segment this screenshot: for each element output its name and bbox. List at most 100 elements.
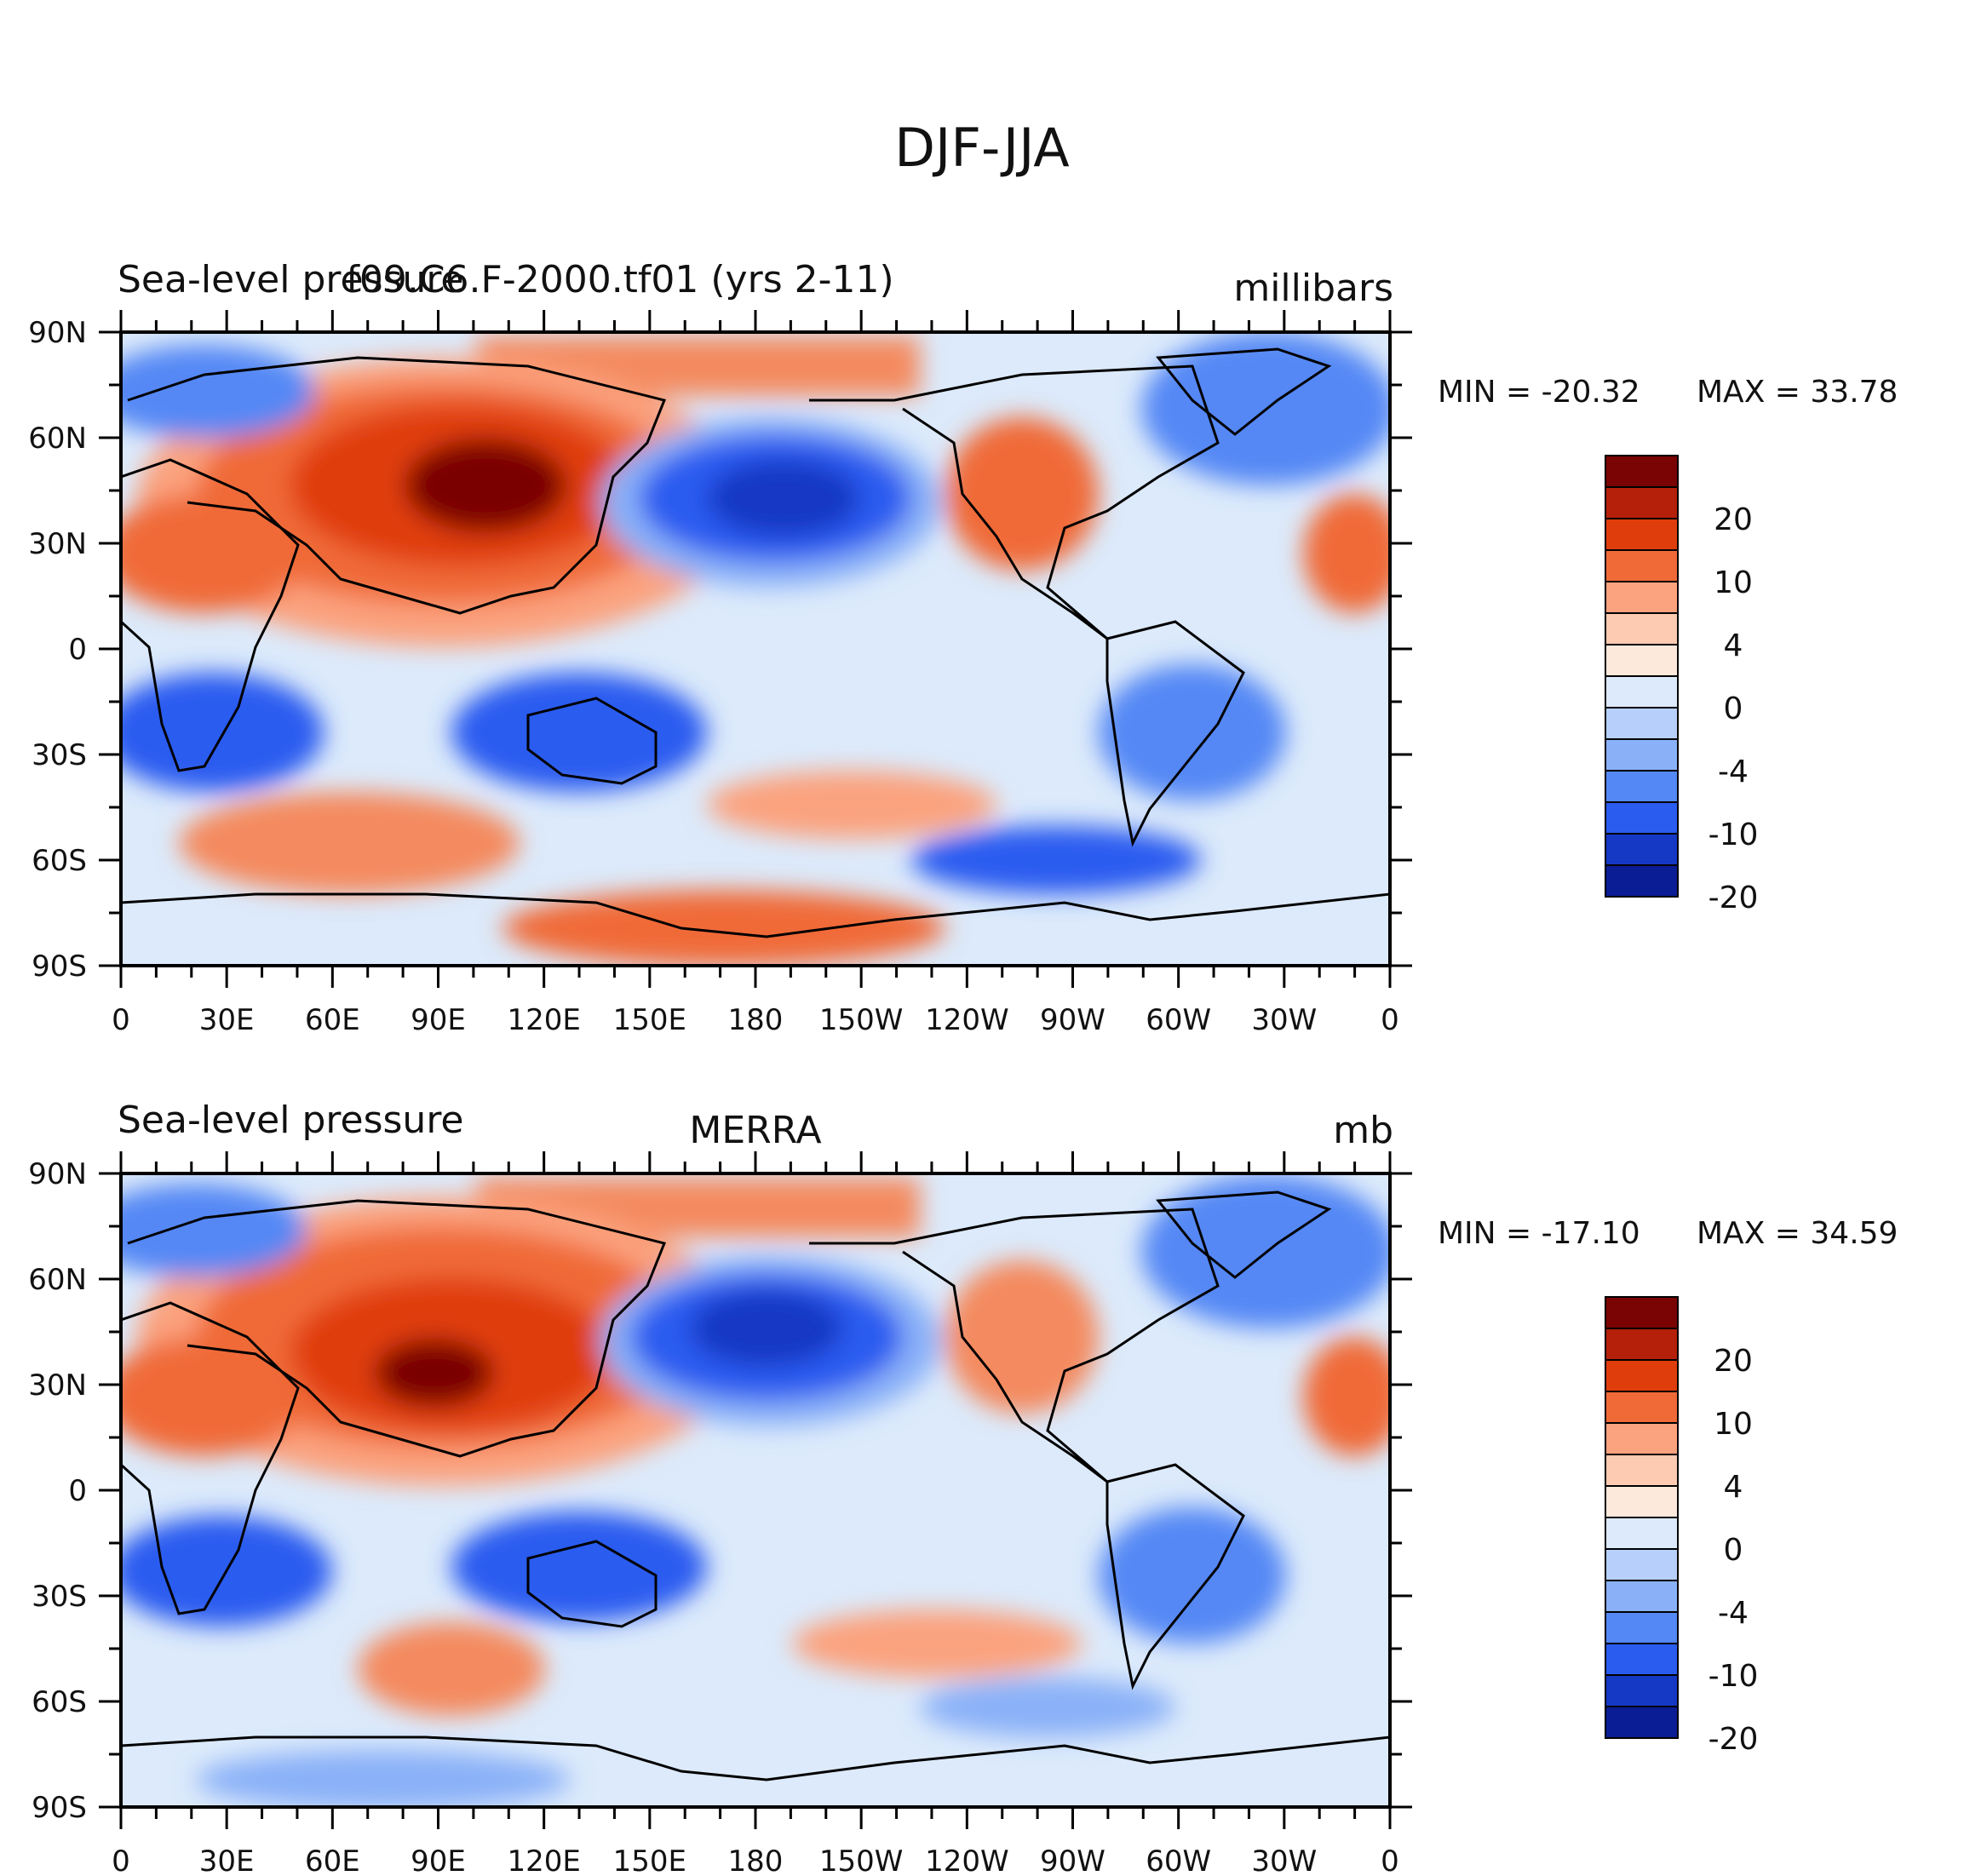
panel-merra-lat-label: 60N bbox=[28, 1263, 87, 1297]
north-africa-high bbox=[121, 494, 307, 613]
panel-merra-colorbar-box bbox=[1605, 1580, 1679, 1613]
panel-merra-tick-labels: 90N 60N 30N 0 30S 60S 90S 0 30E 60E 90E 120E 150E 180… bbox=[28, 1157, 1399, 1876]
panel-merra-colorbar-box bbox=[1605, 1296, 1679, 1329]
panel-model-lat-label: 90S bbox=[32, 949, 87, 984]
panel-model-colorbar-label: -20 bbox=[1708, 881, 1759, 915]
panel-merra-left-title: Sea-level pressure bbox=[118, 1099, 464, 1142]
panel-model-lon-label: 180 bbox=[728, 1003, 784, 1037]
panel-model-tick-labels: 90N 60N 30N 0 30S 60S 90S 0 30E 60E 90E 120E 150E 180… bbox=[28, 316, 1399, 1037]
panel-model-colorbar-box bbox=[1605, 707, 1679, 740]
panel-model-lat-label: 60N bbox=[28, 422, 87, 456]
panel-merra-colorbar-label: 4 bbox=[1724, 1470, 1743, 1505]
coastlines bbox=[121, 347, 1390, 938]
atlantic-subtropical-high bbox=[1303, 494, 1390, 613]
panel-model-lon-label: 60W bbox=[1146, 1003, 1211, 1037]
australia-low bbox=[451, 673, 707, 792]
panel-merra-colorbar-label: 0 bbox=[1724, 1533, 1743, 1568]
panel-model-lon-label: 30E bbox=[199, 1003, 255, 1037]
panel-model-min: MIN = -20.32 bbox=[1438, 375, 1640, 410]
panel-merra-colorbar-label: -20 bbox=[1708, 1722, 1759, 1757]
panel-merra-lat-label: 90S bbox=[32, 1791, 87, 1825]
coastline-greenland bbox=[1156, 1190, 1332, 1279]
coastline-antarctica bbox=[121, 892, 1390, 938]
panel-model-lon-label: 90W bbox=[1040, 1003, 1105, 1037]
panel-model-center-title: f09.C6.F-2000.tf01 (yrs 2-11) bbox=[346, 258, 893, 301]
coastline-north-america bbox=[809, 364, 1220, 640]
panel-merra-colorbar-box bbox=[1605, 1454, 1679, 1487]
coastline-eurasia bbox=[127, 356, 667, 615]
panel-model-colorbar-label: -10 bbox=[1708, 818, 1759, 852]
panel-model-units: millibars bbox=[1233, 267, 1393, 310]
coastline-africa bbox=[121, 1301, 300, 1615]
panel-model-colorbar-box bbox=[1605, 518, 1679, 551]
coastline-australia bbox=[526, 697, 658, 785]
panel-model-max: MAX = 33.78 bbox=[1697, 375, 1898, 410]
coastline-australia bbox=[526, 1540, 658, 1628]
panel-model-colorbar-label: 4 bbox=[1724, 628, 1743, 663]
panel-merra-lon-label: 120E bbox=[507, 1844, 580, 1876]
panel-merra-min: MIN = -17.10 bbox=[1438, 1216, 1640, 1251]
panel-merra-colorbar-label: 20 bbox=[1714, 1344, 1753, 1379]
asian-high-core bbox=[375, 1339, 494, 1407]
coastlines bbox=[121, 1190, 1390, 1781]
panel-model-lat-label: 60S bbox=[32, 844, 87, 878]
coastline-south-america bbox=[1105, 620, 1245, 847]
aleutian-low-core bbox=[690, 1290, 843, 1367]
panel-merra-units: mb bbox=[1333, 1109, 1393, 1152]
panel-model-tick-marks bbox=[99, 310, 1412, 988]
panel-model-colorbar: 20 10 4 0 -4 -10 -20 bbox=[1605, 455, 1759, 915]
panel-merra-lon-label: 30W bbox=[1251, 1844, 1317, 1876]
panel-model-lon-label: 30W bbox=[1251, 1003, 1317, 1037]
panel-model: Sea-level pressure f09.C6.F-2000.tf01 (y… bbox=[28, 258, 1898, 1037]
panel-merra-lat-label: 0 bbox=[68, 1474, 87, 1508]
panel-merra-colorbar-box bbox=[1605, 1611, 1679, 1644]
southern-pacific-high bbox=[707, 771, 996, 839]
panel-model-colorbar-box bbox=[1605, 486, 1679, 519]
panel-merra-lat-label: 60S bbox=[32, 1685, 87, 1719]
panel-model-colorbar-box bbox=[1605, 770, 1679, 803]
panel-model-shading bbox=[121, 332, 1390, 966]
panel-merra-center-title: MERRA bbox=[689, 1109, 821, 1152]
coastline-south-america bbox=[1105, 1463, 1245, 1690]
panel-model-colorbar-box bbox=[1605, 675, 1679, 709]
panel-model-colorbar-box bbox=[1605, 612, 1679, 645]
panel-merra-colorbar-label: -10 bbox=[1708, 1659, 1759, 1694]
panel-model-lon-label: 150W bbox=[819, 1003, 904, 1037]
panel-model-lon-label: 60E bbox=[305, 1003, 360, 1037]
coastline-north-america bbox=[809, 1208, 1220, 1483]
panel-model-lon-label: 120W bbox=[925, 1003, 1009, 1037]
panel-merra-colorbar-box bbox=[1605, 1643, 1679, 1676]
panel-model-colorbar-label: 10 bbox=[1714, 565, 1753, 600]
coastline-africa bbox=[121, 458, 300, 772]
panel-model-lat-label: 30S bbox=[32, 738, 87, 772]
panel-model-lon-label: 0 bbox=[112, 1003, 130, 1037]
panel-model-colorbar-box bbox=[1605, 801, 1679, 835]
panel-merra-tick-marks bbox=[99, 1151, 1412, 1829]
panel-merra-max: MAX = 34.59 bbox=[1697, 1216, 1898, 1251]
panel-merra-colorbar-box bbox=[1605, 1517, 1679, 1550]
australia-low bbox=[451, 1512, 707, 1622]
europe-low bbox=[121, 345, 315, 439]
panel-merra-lat-label: 90N bbox=[28, 1157, 87, 1191]
south-america-low bbox=[1099, 664, 1286, 800]
panel-merra-colorbar-box bbox=[1605, 1328, 1679, 1361]
panel-merra-lon-label: 150E bbox=[613, 1844, 686, 1876]
panel-merra-lon-label: 30E bbox=[199, 1844, 255, 1876]
panel-model-lon-label: 90E bbox=[411, 1003, 466, 1037]
coastline-greenland bbox=[1156, 347, 1332, 436]
panel-merra-colorbar-box bbox=[1605, 1485, 1679, 1518]
panel-model-colorbar-box bbox=[1605, 738, 1679, 772]
panel-merra-colorbar-box bbox=[1605, 1359, 1679, 1392]
panel-merra-lon-label: 0 bbox=[112, 1844, 130, 1876]
southern-ocean-high-west bbox=[358, 1622, 545, 1716]
southern-pacific-high bbox=[792, 1609, 1082, 1678]
amundsen-low bbox=[911, 826, 1201, 894]
panel-merra-colorbar-box bbox=[1605, 1422, 1679, 1455]
aleutian-low-core bbox=[707, 460, 860, 536]
panel-model-lat-label: 30N bbox=[28, 527, 87, 561]
panel-merra-lon-label: 60E bbox=[305, 1844, 360, 1876]
panel-model-colorbar-box bbox=[1605, 549, 1679, 582]
panel-model-lon-label: 0 bbox=[1381, 1003, 1399, 1037]
asian-high-core bbox=[405, 439, 566, 532]
